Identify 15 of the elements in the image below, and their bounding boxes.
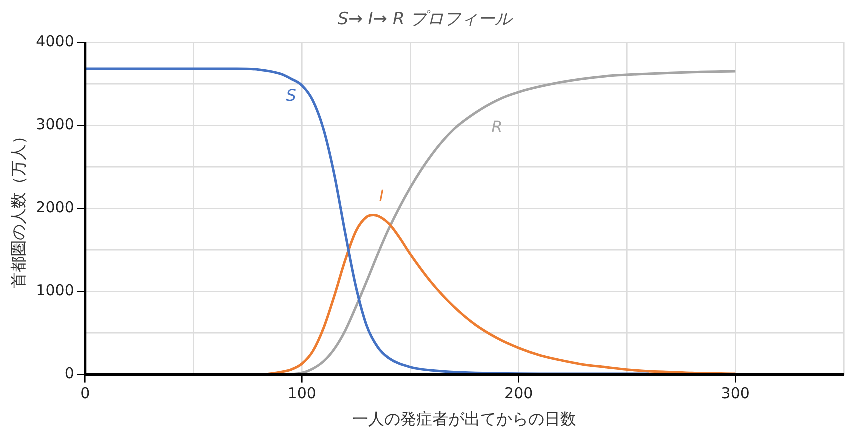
x-tick-label: 300 bbox=[721, 384, 750, 403]
chart-title: S→ I→ R プロフィール bbox=[338, 10, 514, 30]
x-axis-title: 一人の発症者が出てからの日数 bbox=[352, 410, 577, 429]
x-tick-label: 200 bbox=[504, 384, 534, 403]
x-tick-label: 100 bbox=[288, 384, 316, 403]
series-label: S bbox=[286, 86, 296, 106]
series-label: I bbox=[379, 186, 384, 206]
y-tick-label: 2000 bbox=[36, 198, 74, 216]
y-tick-label: 1000 bbox=[36, 282, 74, 300]
x-tick-label: 0 bbox=[80, 384, 90, 403]
y-tick-label: 3000 bbox=[36, 115, 74, 134]
series-label: R bbox=[492, 118, 503, 137]
y-axis-title: 首都圏の人数（万人） bbox=[8, 128, 28, 289]
y-tick-label: 0 bbox=[64, 364, 74, 383]
y-tick-label: 4000 bbox=[36, 32, 74, 50]
